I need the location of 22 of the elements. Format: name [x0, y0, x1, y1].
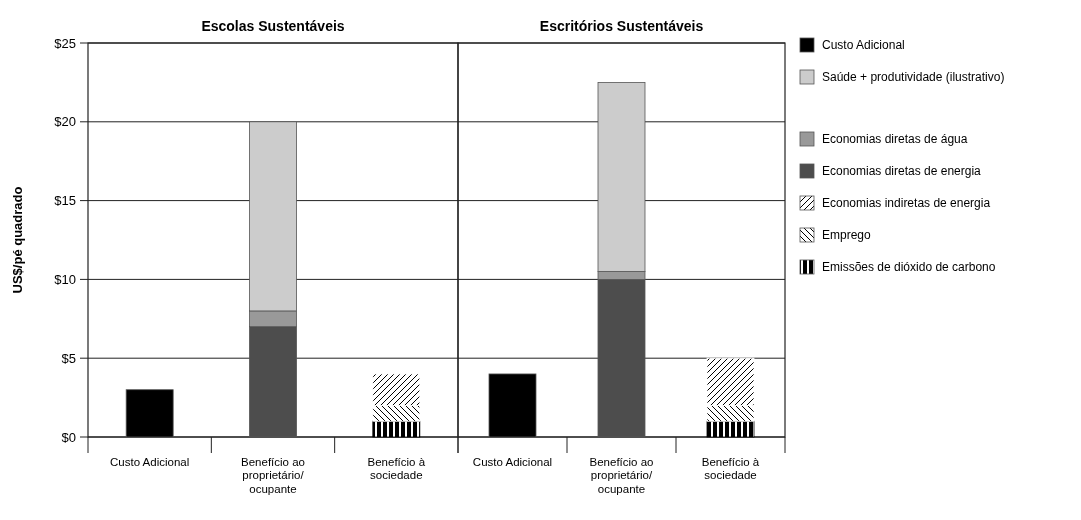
x-tick-label: Benefício ao proprietário/ocupante — [241, 456, 305, 495]
legend-label: Economias diretas de água — [822, 132, 968, 147]
chart-title: Escritórios Sustentáveis — [539, 18, 704, 34]
y-axis-title: US$/pé quadrado — [10, 186, 25, 294]
x-tick-label: Benefício à sociedade — [701, 456, 760, 482]
y-tick-label: $20 — [54, 114, 76, 130]
y-tick-label: $10 — [54, 271, 76, 287]
y-tick-label: $15 — [54, 193, 76, 209]
y-tick-label: $0 — [61, 429, 76, 445]
y-tick-label: $5 — [61, 350, 76, 366]
x-tick-label: Custo Adicional — [472, 456, 553, 469]
x-tick-label: Benefício à sociedade — [367, 456, 426, 482]
x-tick-label: Benefício ao proprietário/ocupante — [589, 456, 654, 495]
legend-label: Economias diretas de energia — [822, 164, 982, 179]
y-tick-label: $25 — [54, 35, 76, 51]
legend-label: Saúde + produtividade (ilustrativo) — [822, 70, 1005, 85]
chart-title: Escolas Sustentáveis — [201, 18, 345, 34]
legend-label: Emprego — [822, 228, 872, 243]
legend-label: Economias indiretas de energia — [822, 196, 991, 211]
legend-label: Emissões de dióxido de carbono — [822, 260, 996, 275]
x-tick-label: Custo Adicional — [110, 456, 190, 469]
legend-label: Custo Adicional — [822, 38, 905, 53]
